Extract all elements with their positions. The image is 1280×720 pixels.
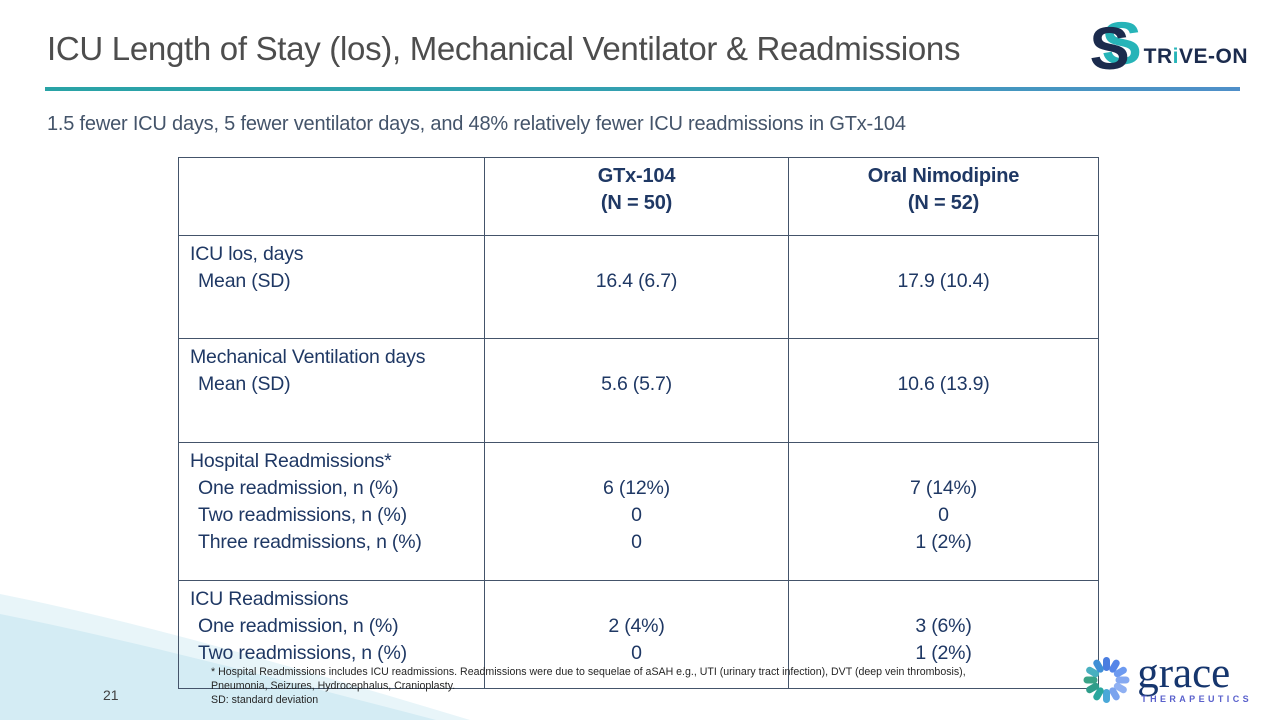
results-table: GTx-104 (N = 50) Oral Nimodipine (N = 52) IC… <box>178 157 1099 689</box>
strive-on-s-icon: S S <box>1089 14 1144 82</box>
value-line: 2 (4%) <box>608 615 665 637</box>
table-cell-gtx104-value: 6 (12%) 0 0 <box>484 442 789 581</box>
value-line: 0 <box>631 504 642 526</box>
header-line: (N = 52) <box>907 192 980 214</box>
value-line: 0 <box>631 642 642 664</box>
row-label-line: One readmission, n (%) <box>198 615 399 637</box>
row-label-line: Mean (SD) <box>198 373 291 395</box>
strive-on-text-accent: i <box>1172 45 1179 68</box>
header-cell-oral-nimodipine: Oral Nimodipine (N = 52) <box>788 157 1099 236</box>
strive-on-logo: S S TRiVE-ON <box>1089 14 1248 82</box>
value-line <box>489 586 784 613</box>
grace-therapeutics-logo: grace THERAPEUTICS <box>1082 649 1252 704</box>
table-row: ICU Readmissions One readmission, n (%) Tw… <box>178 580 1099 689</box>
strive-on-s-front: S <box>1089 15 1130 82</box>
value-line: 1 (2%) <box>915 642 972 664</box>
header-line: GTx-104 <box>597 165 676 187</box>
footnote: * Hospital Readmissions includes ICU rea… <box>211 666 1076 708</box>
table-cell-label: Hospital Readmissions* One readmission, n… <box>178 442 485 581</box>
starburst-petal <box>1103 656 1111 671</box>
row-label-line: Mechanical Ventilation days <box>190 346 426 368</box>
value-line <box>489 344 784 371</box>
table-cell-label: Mechanical Ventilation days Mean (SD) <box>178 338 485 443</box>
value-line: 3 (6%) <box>915 615 972 637</box>
page-number: 21 <box>103 687 119 703</box>
footnote-line: Pneumonia, Seizures, Hydrocephalus, Cran… <box>211 679 456 692</box>
value-line: 17.9 (10.4) <box>897 270 990 292</box>
table-cell-nimodipine-value: 10.6 (13.9) <box>788 338 1099 443</box>
row-label-line: ICU Readmissions <box>190 588 349 610</box>
row-label-line: Hospital Readmissions* <box>190 450 392 472</box>
table-cell-nimodipine-value: 7 (14%) 0 1 (2%) <box>788 442 1099 581</box>
value-line <box>793 448 1094 475</box>
value-line <box>793 586 1094 613</box>
table-cell-label: ICU los, days Mean (SD) <box>178 235 485 339</box>
value-line: 6 (12%) <box>603 477 670 499</box>
table-header-row: GTx-104 (N = 50) Oral Nimodipine (N = 52) <box>178 157 1099 236</box>
key-message-subtitle: 1.5 fewer ICU days, 5 fewer ventilator d… <box>47 113 906 135</box>
grace-tagline: THERAPEUTICS <box>1141 694 1252 704</box>
value-line: 0 <box>938 504 949 526</box>
table-cell-gtx104-value: 2 (4%) 0 <box>484 580 789 689</box>
page-title: ICU Length of Stay (los), Mechanical Ven… <box>47 30 961 67</box>
row-label-line: ICU los, days <box>190 243 304 265</box>
header-line: (N = 50) <box>600 192 673 214</box>
value-line: 0 <box>631 531 642 553</box>
value-line: 7 (14%) <box>910 477 977 499</box>
value-line: 16.4 (6.7) <box>595 270 678 292</box>
strive-on-wordmark: TRiVE-ON <box>1144 45 1248 69</box>
strive-on-s-back: S <box>1101 10 1142 77</box>
grace-name: grace <box>1137 649 1231 697</box>
table-cell-nimodipine-value: 3 (6%) 1 (2%) <box>788 580 1099 689</box>
title-underline <box>45 87 1240 91</box>
table-cell-gtx104-value: 5.6 (5.7) <box>484 338 789 443</box>
strive-on-text-1: TR <box>1143 45 1173 68</box>
starburst-petal <box>1103 688 1111 703</box>
header-cell-empty <box>178 157 485 236</box>
row-label-line: One readmission, n (%) <box>198 477 399 499</box>
value-line <box>489 448 784 475</box>
grace-wordmark: grace THERAPEUTICS <box>1137 649 1252 704</box>
value-line: 10.6 (13.9) <box>897 373 990 395</box>
header-cell-gtx104: GTx-104 (N = 50) <box>484 157 789 236</box>
table-cell-nimodipine-value: 17.9 (10.4) <box>788 235 1099 339</box>
strive-on-text-2: VE-ON <box>1178 45 1248 68</box>
row-label-line: Two readmissions, n (%) <box>198 642 407 664</box>
table-cell-gtx104-value: 16.4 (6.7) <box>484 235 789 339</box>
table-cell-label: ICU Readmissions One readmission, n (%) Tw… <box>178 580 485 689</box>
footnote-line: * Hospital Readmissions includes ICU rea… <box>211 666 966 678</box>
footnote-line: SD: standard deviation <box>211 693 319 706</box>
table-row: Mechanical Ventilation days Mean (SD) 5.6… <box>178 338 1099 443</box>
row-label-line: Three readmissions, n (%) <box>198 531 422 553</box>
value-line <box>489 241 784 268</box>
value-line: 5.6 (5.7) <box>601 373 672 395</box>
value-line: 1 (2%) <box>915 531 972 553</box>
table-row: Hospital Readmissions* One readmission, n… <box>178 442 1099 581</box>
row-label-line: Mean (SD) <box>198 270 291 292</box>
header-line: Oral Nimodipine <box>867 165 1020 187</box>
starburst-icon <box>1082 656 1130 704</box>
value-line <box>793 344 1094 371</box>
value-line <box>793 241 1094 268</box>
row-label-line: Two readmissions, n (%) <box>198 504 407 526</box>
table-row: ICU los, days Mean (SD) 16.4 (6.7) 17.9 (… <box>178 235 1099 339</box>
